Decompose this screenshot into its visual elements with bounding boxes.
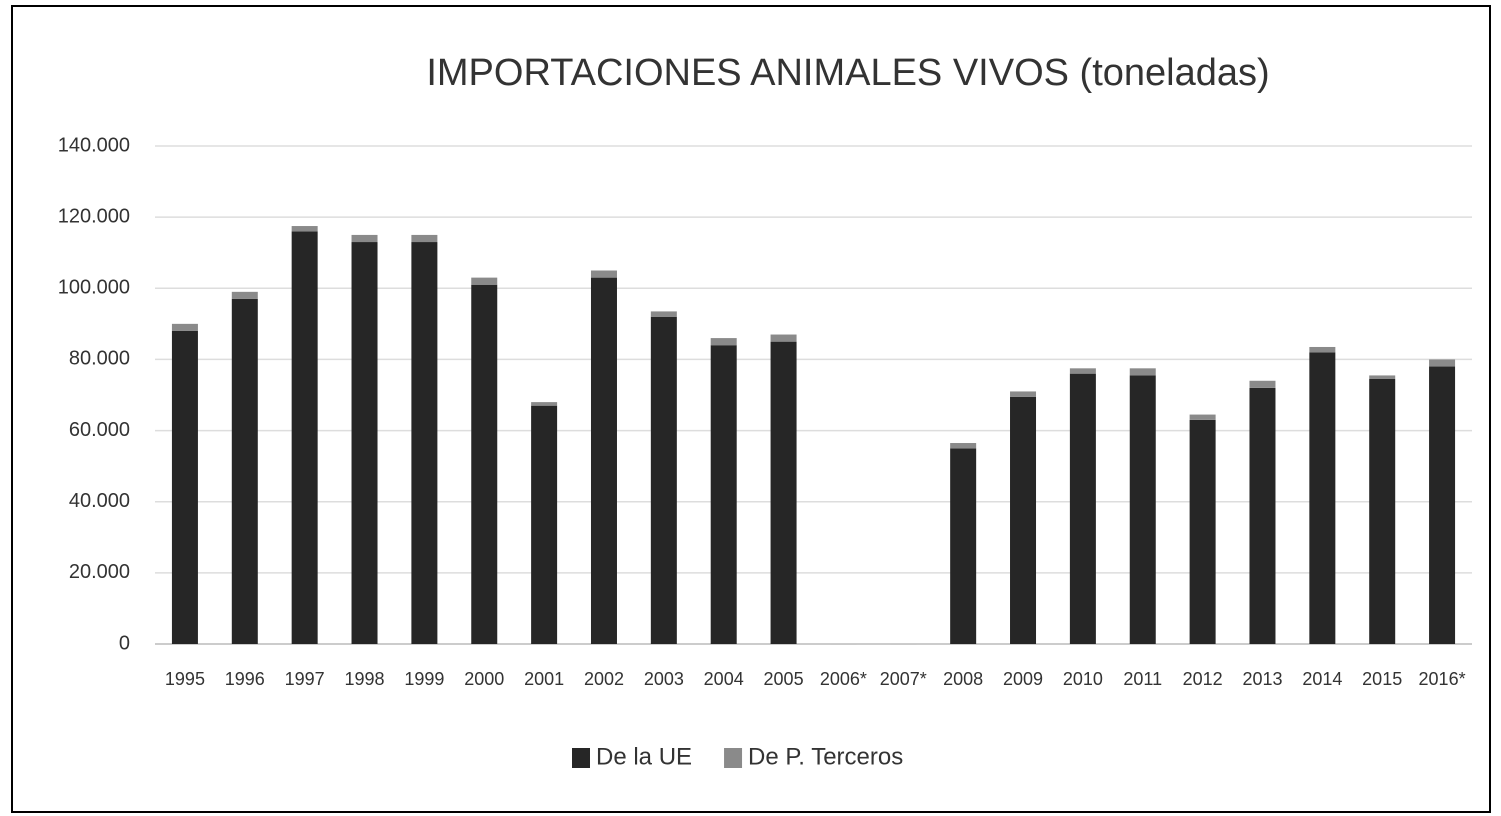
bar-segment (531, 405, 558, 644)
bar-segment (590, 277, 617, 644)
x-tick-label: 2005 (764, 669, 804, 689)
x-tick-label: 1995 (165, 669, 205, 689)
bar-segment (1189, 419, 1216, 644)
legend-swatch (724, 748, 743, 768)
x-tick-label: 1996 (225, 669, 265, 689)
bar-segment (1069, 373, 1096, 644)
x-tick-label: 1998 (344, 669, 384, 689)
bar-segment (231, 291, 258, 299)
x-tick-label: 2016* (1419, 669, 1466, 689)
bar-segment (231, 298, 258, 644)
bar-segment (1429, 359, 1456, 367)
legend-label: De la UE (596, 743, 692, 770)
y-tick-label: 60.000 (69, 419, 130, 441)
bar-segment (471, 277, 498, 285)
bar-segment (171, 323, 198, 331)
x-tick-label: 2000 (464, 669, 504, 689)
x-tick-label: 2014 (1302, 669, 1342, 689)
bar-segment (650, 311, 677, 317)
x-tick-label: 2013 (1242, 669, 1282, 689)
x-tick-label: 1997 (285, 669, 325, 689)
y-tick-label: 20.000 (69, 561, 130, 583)
bar-segment (650, 316, 677, 644)
bar-segment (950, 443, 977, 449)
x-tick-label: 2012 (1183, 669, 1223, 689)
bar-segment (1010, 391, 1037, 397)
bar-segment (710, 338, 737, 346)
x-tick-label: 2015 (1362, 669, 1402, 689)
bar-segment (411, 242, 438, 645)
bar-segment (1010, 396, 1037, 644)
bar-segment (291, 231, 318, 644)
bar-segment (590, 270, 617, 278)
x-tick-label: 2002 (584, 669, 624, 689)
bar-segment (411, 234, 438, 243)
bar-segment (1129, 375, 1156, 644)
bar-segment (291, 226, 318, 232)
x-tick-label: 2001 (524, 669, 564, 689)
bar-segment (171, 330, 198, 644)
legend-label: De P. Terceros (748, 743, 903, 770)
y-tick-label: 40.000 (69, 490, 130, 512)
x-tick-label: 2011 (1123, 669, 1162, 689)
bar-segment (770, 334, 797, 342)
bar-segment (351, 234, 378, 243)
x-tick-label: 2004 (704, 669, 744, 689)
x-tick-label: 1999 (404, 669, 444, 689)
bar-segment (351, 242, 378, 645)
bar-segment (770, 341, 797, 644)
bar-segment (950, 448, 977, 644)
y-tick-label: 0 (119, 632, 130, 654)
bar-segment (1189, 414, 1216, 420)
bar-segment (1069, 368, 1096, 374)
bar-segment (1129, 368, 1156, 376)
x-tick-label: 2009 (1003, 669, 1043, 689)
frame (11, 5, 1491, 813)
x-tick-label: 2010 (1063, 669, 1103, 689)
bar-segment (1309, 346, 1336, 353)
y-tick-label: 80.000 (69, 348, 130, 370)
bar-segment (710, 345, 737, 644)
bar-segment (471, 284, 498, 644)
legend-swatch (572, 748, 590, 768)
bar-segment (1369, 375, 1396, 379)
x-tick-label: 2008 (943, 669, 983, 689)
x-tick-label: 2003 (644, 669, 684, 689)
bar-segment (1249, 387, 1276, 644)
bar-segment (1369, 378, 1396, 644)
x-tick-label: 2007* (880, 669, 927, 689)
bar-segment (1309, 352, 1336, 644)
y-tick-label: 100.000 (58, 277, 130, 299)
y-tick-label: 120.000 (58, 205, 130, 227)
bar-segment (1429, 366, 1456, 644)
chart-title: IMPORTACIONES ANIMALES VIVOS (toneladas) (426, 52, 1269, 94)
x-tick-label: 2006* (820, 669, 867, 689)
bar-segment (531, 402, 558, 406)
y-tick-label: 140.000 (58, 134, 130, 156)
bar-segment (1249, 380, 1276, 388)
